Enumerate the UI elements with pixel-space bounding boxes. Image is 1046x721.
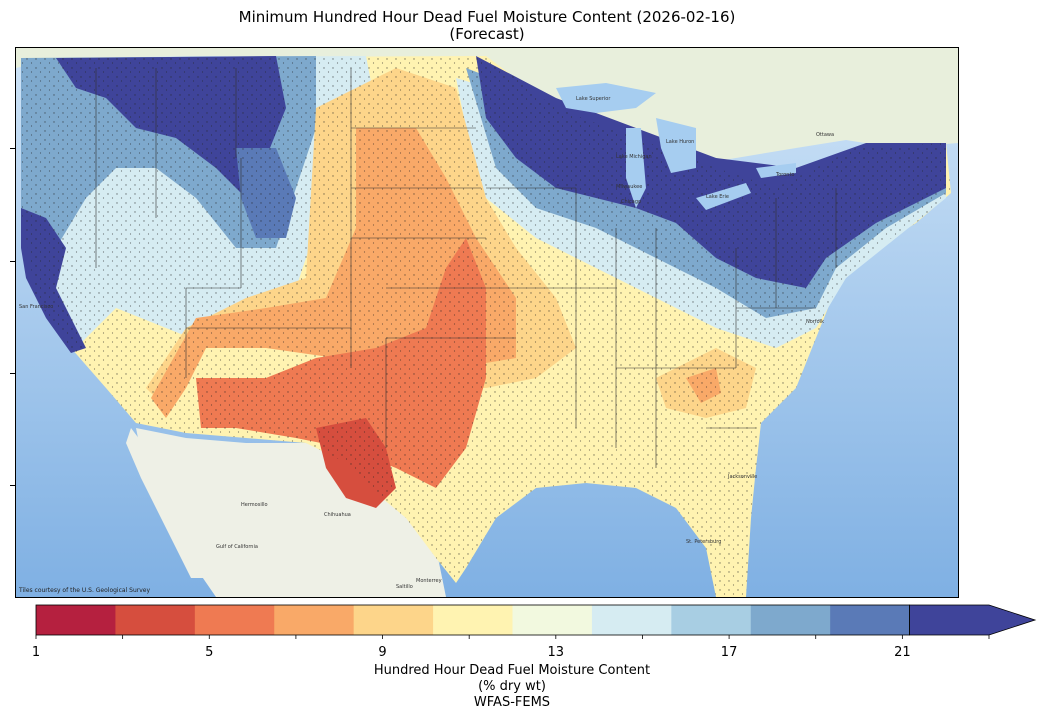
map-canvas: Hermosillo Chihuahua Gulf of California … — [16, 48, 958, 597]
title-line-2: (Forecast) — [449, 25, 525, 43]
label-st-petersburg: St. Petersburg — [686, 539, 721, 545]
label-monterrey: Monterrey — [416, 578, 442, 584]
label-chicago: Chicago — [621, 199, 641, 205]
colorbar-extend-arrow — [909, 604, 1037, 636]
colorbar-segments — [35, 604, 1037, 636]
y-tick-1 — [10, 148, 15, 149]
colorbar-segment — [115, 605, 196, 635]
label-lake-erie: Lake Erie — [706, 194, 729, 200]
colorbar-tick-label: 1 — [31, 645, 41, 660]
lake-superior-shape — [556, 83, 656, 113]
y-tick-4 — [10, 485, 15, 486]
boundary-east-lines — [735, 188, 837, 368]
map-panel: Hermosillo Chihuahua Gulf of California … — [15, 47, 959, 598]
colorbar-segment — [512, 605, 593, 635]
colorbar-tick-label: 17 — [720, 645, 738, 660]
colorbar-label-line-2: (% dry wt) — [478, 679, 546, 694]
label-norfolk: Norfolk — [806, 319, 824, 325]
colorbar-segment — [274, 605, 355, 635]
colorbar-segment — [591, 605, 672, 635]
colorbar-segment — [830, 605, 911, 635]
colorbar — [35, 604, 1037, 639]
label-chihuahua: Chihuahua — [324, 512, 351, 518]
colorbar-segment — [353, 605, 434, 635]
lake-ontario-shape — [756, 163, 796, 178]
map-title: Minimum Hundred Hour Dead Fuel Moisture … — [0, 9, 974, 43]
colorbar-outline — [35, 604, 910, 636]
colorbar-label-line-1: Hundred Hour Dead Fuel Moisture Content — [373, 663, 651, 678]
label-gulf-of-california: Gulf of California — [216, 544, 258, 550]
colorbar-segment — [36, 605, 116, 635]
lake-erie-shape — [696, 183, 751, 210]
colorbar-title: Hundred Hour Dead Fuel Moisture Content … — [0, 663, 1024, 711]
label-jacksonville: Jacksonville — [727, 474, 757, 480]
mexico-land — [136, 428, 446, 597]
y-tick-2 — [10, 261, 15, 262]
canada-land — [16, 48, 958, 168]
colorbar-tick-label: 9 — [378, 645, 387, 660]
label-saltillo: Saltillo — [396, 584, 413, 590]
colorbar-tick-label: 13 — [547, 645, 565, 660]
boundary-plains-lines — [351, 127, 516, 448]
colorbar-tick-label: 5 — [205, 645, 214, 660]
place-labels: Hermosillo Chihuahua Gulf of California … — [19, 96, 834, 590]
boundary-midwest-lines — [486, 187, 756, 468]
state-boundaries — [95, 68, 837, 468]
great-lakes — [556, 83, 796, 210]
title-line-1: Minimum Hundred Hour Dead Fuel Moisture … — [238, 8, 736, 26]
label-lake-huron: Lake Huron — [666, 139, 694, 145]
label-lake-michigan: Lake Michigan — [616, 154, 652, 160]
lake-michigan-shape — [626, 128, 646, 208]
colorbar-segment — [433, 605, 513, 635]
label-toronto: Toronto — [775, 172, 794, 178]
label-san-francisco: San Francisco — [19, 304, 53, 310]
colorbar-segment — [671, 605, 752, 635]
tile-credit: Tiles courtesy of the U.S. Geological Su… — [19, 587, 151, 594]
label-milwaukee: Milwaukee — [616, 184, 642, 190]
colorbar-tick-label: 21 — [894, 645, 911, 660]
lake-huron-shape — [656, 118, 696, 173]
colorbar-ticks — [35, 635, 990, 639]
label-ottawa: Ottawa — [816, 132, 834, 138]
colorbar-segment — [194, 605, 275, 635]
colorbar-label-line-3: WFAS-FEMS — [473, 695, 551, 710]
y-tick-3 — [10, 373, 15, 374]
baja-land — [126, 428, 206, 578]
colorbar-segment — [750, 605, 831, 635]
boundary-west-lines — [95, 68, 352, 378]
label-hermosillo: Hermosillo — [241, 502, 268, 508]
label-lake-superior: Lake Superior — [576, 96, 611, 102]
